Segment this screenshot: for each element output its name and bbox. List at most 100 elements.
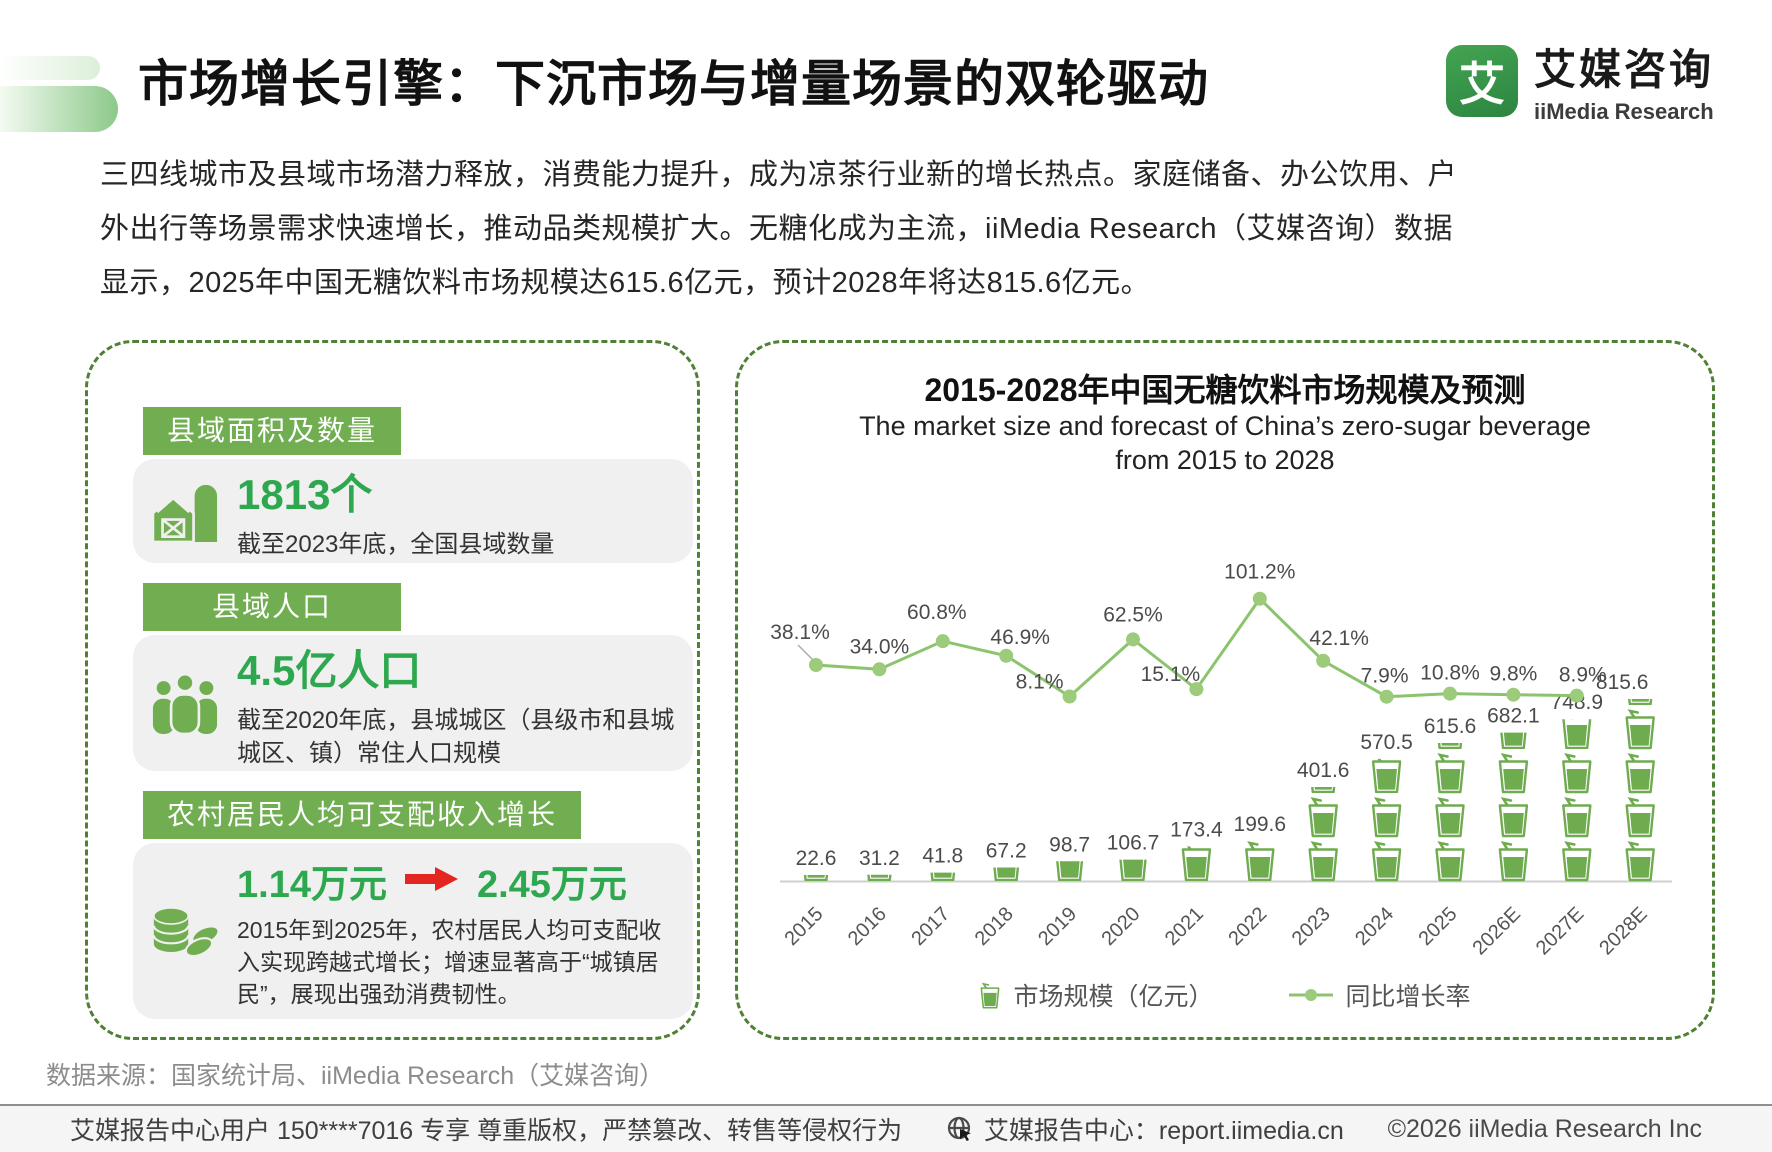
logo-icon: 艾 (1445, 44, 1518, 117)
footer-report-url: 艾媒报告中心：report.iimedia.cn (983, 1117, 1344, 1145)
rural-income-to: 2.45万元 (476, 863, 627, 906)
svg-text:2020: 2020 (1098, 903, 1145, 950)
cup-icon (981, 982, 1000, 1008)
bar-2027E (1562, 719, 1592, 882)
svg-text:2027E: 2027E (1532, 903, 1588, 959)
bar-2019 (1056, 861, 1084, 882)
svg-text:2023: 2023 (1288, 903, 1335, 950)
svg-text:2015: 2015 (781, 903, 828, 950)
bar-2018 (993, 867, 1020, 881)
bar-2026E (1498, 732, 1529, 882)
legend-growth-rate: 同比增长率 (1288, 977, 1471, 1013)
logo-name-cn: 艾媒咨询 (1533, 46, 1714, 93)
svg-text:2026E: 2026E (1468, 903, 1524, 959)
svg-text:615.6: 615.6 (1424, 715, 1477, 738)
footer-copyright-notice: 艾媒报告中心用户 150****7016 专享 尊重版权，严禁篡改、转售等侵权行… (70, 1117, 903, 1145)
svg-text:173.4: 173.4 (1170, 818, 1223, 841)
page-title: 市场增长引擎：下沉市场与增量场景的双轮驱动 (138, 56, 1209, 112)
rural-income-values: 1.14万元 2.45万元 (237, 853, 675, 908)
county-count-desc: 截至2023年底，全国县域数量 (237, 531, 555, 558)
intro-paragraph: 三四线城市及县域市场潜力释放，消费能力提升，成为凉茶行业新的增长热点。家庭储备、… (100, 159, 1458, 299)
svg-text:2019: 2019 (1034, 903, 1081, 950)
svg-text:2028E: 2028E (1595, 903, 1651, 959)
svg-text:2016: 2016 (844, 903, 891, 950)
svg-text:101.2%: 101.2% (1224, 561, 1295, 584)
market-chart-panel: 2015-2028年中国无糖饮料市场规模及预测 The market size … (735, 340, 1715, 1040)
bar-2023 (1308, 787, 1338, 882)
county-population-card: 4.5亿人口 截至2020年底，县城城区（县级市和县城城区、镇）常住人口规模 (133, 635, 693, 771)
footer-report-center: 艾媒报告中心：report.iimedia.cn (946, 1111, 1344, 1147)
legend-market-size: 市场规模（亿元） (979, 977, 1214, 1013)
logo-name-en: iiMedia Research (1533, 99, 1714, 124)
county-count-value: 1813个 (237, 471, 373, 518)
coins-icon (133, 902, 237, 960)
bar-2020 (1119, 859, 1147, 882)
svg-text:9.8%: 9.8% (1489, 663, 1537, 686)
legend-market-size-label: 市场规模（亿元） (1013, 983, 1214, 1011)
svg-text:748.9: 748.9 (1551, 691, 1604, 714)
svg-text:8.9%: 8.9% (1559, 664, 1607, 687)
rural-income-desc: 2015年到2025年，农村居民人均可支配收入实现跨越式增长；增速显著高于“城镇… (237, 916, 662, 1007)
bar-2021 (1181, 846, 1212, 882)
bar-2024 (1371, 758, 1402, 882)
rural-income-from: 1.14万元 (237, 863, 387, 906)
svg-text:98.7: 98.7 (1049, 833, 1090, 856)
svg-text:199.6: 199.6 (1234, 813, 1287, 836)
globe-cursor-icon (947, 1116, 971, 1141)
svg-text:67.2: 67.2 (986, 840, 1027, 863)
legend-growth-rate-label: 同比增长率 (1345, 983, 1471, 1011)
svg-text:106.7: 106.7 (1107, 832, 1160, 855)
market-chart-canvas: 22.6 31.2 41.8 67.2 98.7 106.7 173.4 199.6 401.6… (770, 561, 1672, 959)
svg-text:2018: 2018 (971, 903, 1018, 950)
data-source: 数据来源：国家统计局、iiMedia Research（艾媒咨询） (46, 1062, 665, 1090)
bar-pictogram-series: 22.6 31.2 41.8 67.2 98.7 106.7 173.4 199.6 401.6… (796, 671, 1655, 882)
svg-text:2017: 2017 (907, 903, 954, 950)
bar-2017 (930, 872, 956, 882)
svg-text:60.8%: 60.8% (907, 601, 967, 624)
footer-bar: 艾媒报告中心用户 150****7016 专享 尊重版权，严禁篡改、转售等侵权行… (0, 1104, 1772, 1152)
svg-text:2022: 2022 (1224, 903, 1271, 950)
svg-text:46.9%: 46.9% (990, 626, 1050, 649)
line-dot-icon (1288, 989, 1333, 1001)
brand-logo: 艾 艾媒咨询 iiMedia Research (1445, 36, 1714, 125)
footer-year-company: ©2026 iiMedia Research Inc (1387, 1114, 1702, 1143)
bar-2028E (1625, 699, 1655, 882)
county-count-card: 1813个 截至2023年底，全国县域数量 (133, 459, 693, 563)
svg-text:2021: 2021 (1161, 903, 1208, 950)
chart-title: 2015-2028年中国无糖饮料市场规模及预测 (924, 372, 1526, 408)
svg-text:10.8%: 10.8% (1420, 662, 1480, 685)
svg-text:15.1%: 15.1% (1141, 663, 1201, 686)
barn-icon (133, 480, 237, 542)
svg-text:8.1%: 8.1% (1016, 670, 1064, 693)
svg-text:22.6: 22.6 (796, 847, 837, 870)
bar-2025 (1435, 743, 1465, 882)
svg-text:815.6: 815.6 (1596, 671, 1649, 694)
rural-income-card: 1.14万元 2.45万元 2015年到2025年，农村居民人均可支配收入实现跨… (133, 843, 693, 1019)
chart-subtitle: The market size and forecast of China’s … (859, 411, 1591, 475)
svg-text:31.2: 31.2 (859, 847, 900, 870)
bar-2022 (1245, 841, 1275, 881)
section-label-county-count: 县域面积及数量 (143, 407, 401, 455)
chart-legend: 市场规模（亿元） 同比增长率 (738, 977, 1712, 1013)
right-arrow-icon (404, 859, 459, 902)
bar-2016 (867, 874, 892, 882)
bar-2015 (803, 875, 829, 881)
county-population-desc: 截至2020年底，县城城区（县级市和县城城区、镇）常住人口规模 (237, 706, 675, 767)
svg-text:62.5%: 62.5% (1103, 603, 1163, 626)
svg-text:34.0%: 34.0% (850, 635, 910, 658)
svg-text:38.1%: 38.1% (770, 621, 830, 644)
svg-text:42.1%: 42.1% (1309, 627, 1369, 650)
svg-text:2024: 2024 (1351, 903, 1398, 950)
decorative-bar-bottom (0, 86, 118, 132)
svg-text:2025: 2025 (1415, 903, 1462, 950)
svg-text:682.1: 682.1 (1487, 705, 1540, 728)
svg-text:41.8: 41.8 (922, 845, 963, 868)
county-stats-panel: 县域面积及数量 1813个 截至2023年底，全国县域数量 县域人口 (85, 340, 700, 1040)
county-population-value: 4.5亿人口 (237, 646, 422, 694)
section-label-rural-income: 农村居民人均可支配收入增长 (143, 791, 581, 839)
section-label-county-population: 县域人口 (143, 583, 401, 631)
svg-text:7.9%: 7.9% (1361, 665, 1409, 688)
growth-line-series: 38.1% 34.0% 60.8% 46.9% 8.1% 62.5% 15.1% 101.2%… (770, 561, 1607, 704)
decorative-bar-top (0, 56, 100, 80)
